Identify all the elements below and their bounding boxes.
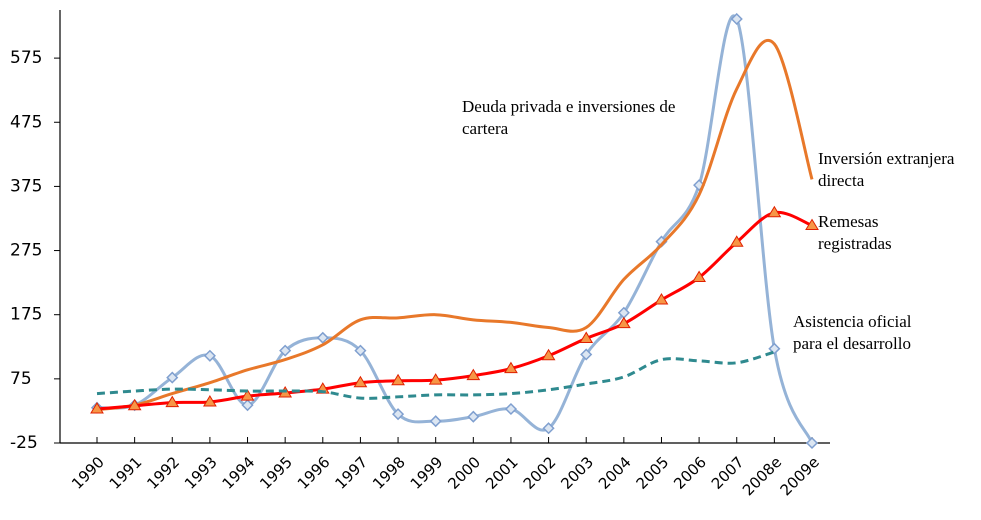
marker (692, 270, 706, 282)
x-tick-label: 2005 (633, 453, 673, 493)
marker (580, 348, 593, 361)
marker (542, 422, 555, 435)
series-line (96, 350, 775, 400)
marker (467, 410, 480, 423)
x-tick-label: 1999 (407, 453, 447, 493)
marker (579, 331, 594, 343)
marker (391, 373, 405, 386)
marker (730, 12, 743, 26)
marker (391, 408, 405, 421)
marker (353, 375, 368, 388)
marker (316, 331, 329, 344)
marker (805, 436, 819, 450)
x-tick-label: 1998 (369, 453, 409, 493)
marker (240, 389, 255, 401)
marker (504, 402, 518, 416)
marker (279, 344, 292, 357)
marker (428, 373, 443, 385)
marker (241, 399, 254, 412)
marker (429, 415, 442, 428)
x-tick-label: 1991 (106, 453, 146, 493)
x-tick-label: 2004 (595, 453, 635, 493)
marker (203, 394, 217, 407)
marker (768, 342, 781, 355)
x-tick-label: 1990 (68, 453, 108, 493)
marker (165, 395, 180, 408)
marker (805, 218, 819, 231)
marker (203, 349, 216, 362)
x-tick-label: 1994 (219, 453, 259, 493)
y-tick-label: 275 (10, 241, 42, 261)
x-tick-label: 2006 (670, 453, 710, 493)
x-tick-label: 2003 (557, 453, 597, 493)
marker (541, 348, 556, 361)
marker (616, 316, 631, 329)
x-tick-label: 1996 (294, 453, 334, 493)
marker (354, 344, 367, 357)
x-tick-label: 2008e (739, 453, 785, 499)
x-tick-label: 2002 (520, 453, 560, 493)
x-tick-label: 2000 (444, 453, 484, 493)
x-tick-label: 1993 (181, 453, 221, 493)
series-label: Inversión extranjera directa (818, 149, 955, 190)
x-tick-label: 2009e (777, 453, 823, 499)
marker (729, 235, 744, 247)
marker (654, 292, 669, 305)
x-tick-label: 1992 (143, 453, 183, 493)
y-tick-label: -25 (10, 433, 38, 453)
x-tick-label: 1995 (256, 453, 296, 493)
x-tick-label: 2001 (482, 453, 522, 493)
y-tick-label: 575 (10, 48, 42, 68)
y-tick-label: 375 (10, 176, 42, 196)
x-tick-label: 1997 (332, 453, 372, 493)
series-line (96, 210, 813, 411)
series-label: Asistencia oficial para el desarrollo (793, 312, 912, 353)
series-line (96, 38, 814, 412)
marker (127, 398, 142, 411)
y-tick-label: 175 (10, 305, 42, 325)
marker (504, 361, 518, 374)
marker (767, 205, 782, 218)
series-label: Remesas registradas (818, 212, 892, 253)
y-tick-label: 75 (10, 369, 32, 389)
y-tick-label: 475 (10, 112, 42, 132)
marker (166, 371, 179, 384)
series-label: Deuda privada e inversiones de cartera (462, 97, 676, 138)
marker (466, 368, 481, 381)
marker (90, 402, 104, 414)
